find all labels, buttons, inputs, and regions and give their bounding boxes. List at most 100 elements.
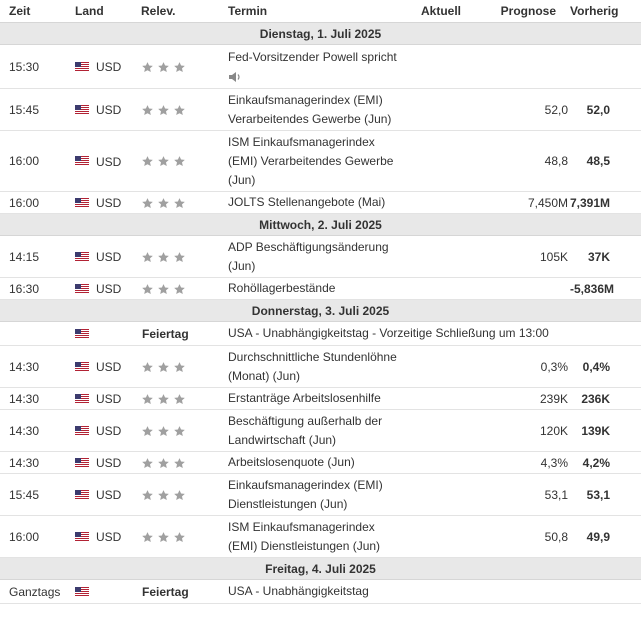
economic-calendar-table: Zeit Land Relev. Termin Aktuell Prognose… bbox=[0, 0, 641, 604]
star-icon bbox=[157, 489, 170, 502]
star-icon bbox=[173, 393, 186, 406]
event-name[interactable]: Einkaufsmanagerindex (EMI) Dienstleistung… bbox=[228, 473, 419, 516]
event-name[interactable]: ISM Einkaufsmanagerindex (EMI) Dienstleis… bbox=[228, 515, 419, 558]
event-name-line: (Jun) bbox=[228, 172, 256, 187]
star-icon bbox=[157, 251, 170, 264]
event-row[interactable]: Feiertag USA - Unabhängigkeitstag - Vorze… bbox=[0, 321, 641, 346]
relevance-stars bbox=[141, 345, 228, 388]
star-icon bbox=[173, 425, 186, 438]
col-header-previous[interactable]: Vorherig bbox=[570, 0, 641, 23]
event-name[interactable]: Arbeitslosenquote (Jun) bbox=[228, 451, 419, 474]
event-name[interactable]: Rohöllagerbestände bbox=[228, 277, 419, 300]
event-row[interactable]: 16:30 USD Rohöllagerbestände -5,836M bbox=[0, 277, 641, 300]
relevance-stars bbox=[141, 44, 228, 89]
event-time: Ganztags bbox=[0, 579, 75, 604]
currency-code: USD bbox=[96, 59, 122, 74]
event-name-line: Landwirtschaft (Jun) bbox=[228, 432, 337, 447]
event-name-line: USA - Unabhängigkeitstag - Vorzeitige Sc… bbox=[228, 326, 549, 340]
event-time: 15:30 bbox=[0, 44, 75, 89]
event-name-line: Durchschnittliche Stundenlöhne bbox=[228, 349, 397, 364]
us-flag-icon bbox=[75, 457, 89, 468]
star-icon bbox=[141, 393, 154, 406]
col-header-actual[interactable]: Aktuell bbox=[419, 0, 461, 23]
event-name[interactable]: ISM Einkaufsmanagerindex (EMI) Verarbeite… bbox=[228, 130, 419, 192]
event-name-line: Rohöllagerbestände bbox=[228, 281, 336, 295]
event-row[interactable]: Ganztags Feiertag USA - Unabhängigkeitstag bbox=[0, 579, 641, 604]
event-name-line: Fed-Vorsitzender Powell spricht bbox=[228, 49, 397, 64]
event-name[interactable]: Beschäftigung außerhalb der Landwirtschaf… bbox=[228, 409, 419, 452]
relevance-stars bbox=[141, 130, 228, 192]
currency-code: USD bbox=[96, 359, 122, 374]
event-row[interactable]: 14:30 USD Arbeitslosenquote (Jun) 4,3% 4,2% bbox=[0, 451, 641, 474]
event-name[interactable]: ADP Beschäftigungsänderung (Jun) bbox=[228, 235, 419, 278]
holiday-label: Feiertag bbox=[141, 321, 228, 346]
event-name-line: (EMI) Dienstleistungen (Jun) bbox=[228, 538, 381, 553]
event-row[interactable]: 14:15 USD ADP Beschäftigungsänderung (Jun) 1… bbox=[0, 235, 641, 278]
event-row[interactable]: 14:30 USD Beschäftigung außerhalb der Landw… bbox=[0, 409, 641, 452]
day-label: Freitag, 4. Juli 2025 bbox=[0, 557, 641, 580]
col-header-time[interactable]: Zeit bbox=[0, 0, 75, 23]
event-row[interactable]: 15:45 USD Einkaufsmanagerindex (EMI) Verarb… bbox=[0, 88, 641, 131]
event-row[interactable]: 14:30 USD Durchschnittliche Stundenlöhne (M… bbox=[0, 345, 641, 388]
us-flag-icon bbox=[75, 155, 89, 167]
star-icon bbox=[157, 197, 170, 210]
event-name[interactable]: JOLTS Stellenangebote (Mai) bbox=[228, 191, 419, 214]
event-name-line: Dienstleistungen (Jun) bbox=[228, 496, 348, 511]
previous-value: 49,9 bbox=[570, 515, 641, 558]
previous-value: 48,5 bbox=[570, 130, 641, 192]
event-country: USD bbox=[75, 515, 141, 558]
star-icon bbox=[157, 393, 170, 406]
star-icon bbox=[173, 155, 186, 168]
event-time: 15:45 bbox=[0, 473, 75, 516]
star-icon bbox=[157, 104, 170, 117]
event-row[interactable]: 16:00 USD ISM Einkaufsmanagerindex (EMI) Ve… bbox=[0, 130, 641, 192]
event-name[interactable]: Einkaufsmanagerindex (EMI) Verarbeitendes… bbox=[228, 88, 419, 131]
us-flag-icon bbox=[75, 61, 89, 72]
col-header-relevance[interactable]: Relev. bbox=[141, 0, 228, 23]
relevance-stars-group bbox=[141, 283, 186, 296]
us-flag-icon bbox=[75, 489, 89, 500]
actual-value bbox=[419, 44, 461, 89]
event-name[interactable]: Fed-Vorsitzender Powell spricht bbox=[228, 44, 419, 89]
event-row[interactable]: 16:00 USD JOLTS Stellenangebote (Mai) 7,450… bbox=[0, 191, 641, 214]
event-name[interactable]: USA - Unabhängigkeitstag - Vorzeitige Sc… bbox=[228, 321, 641, 346]
star-icon bbox=[173, 361, 186, 374]
us-flag-icon bbox=[75, 197, 89, 208]
actual-value bbox=[419, 130, 461, 192]
star-icon bbox=[141, 425, 154, 438]
col-header-country[interactable]: Land bbox=[75, 0, 141, 23]
forecast-value: 120K bbox=[461, 409, 570, 452]
forecast-value: 105K bbox=[461, 235, 570, 278]
star-icon bbox=[141, 197, 154, 210]
previous-value: 52,0 bbox=[570, 88, 641, 131]
previous-value bbox=[570, 44, 641, 89]
event-country bbox=[75, 579, 141, 604]
event-name-line: Arbeitslosenquote (Jun) bbox=[228, 455, 355, 469]
actual-value bbox=[419, 88, 461, 131]
currency-code: USD bbox=[96, 154, 122, 169]
event-name-line: Erstanträge Arbeitslosenhilfe bbox=[228, 391, 381, 405]
col-header-forecast[interactable]: Prognose bbox=[461, 0, 570, 23]
previous-value: 139K bbox=[570, 409, 641, 452]
event-name[interactable]: USA - Unabhängigkeitstag bbox=[228, 579, 641, 604]
relevance-stars bbox=[141, 191, 228, 214]
event-name-line: (EMI) Verarbeitendes Gewerbe bbox=[228, 153, 394, 168]
relevance-stars-group bbox=[141, 61, 186, 74]
event-name[interactable]: Durchschnittliche Stundenlöhne (Monat) (J… bbox=[228, 345, 419, 388]
event-time: 16:30 bbox=[0, 277, 75, 300]
event-row[interactable]: 15:30 USD Fed-Vorsitzender Powell spricht bbox=[0, 44, 641, 89]
holiday-label: Feiertag bbox=[141, 579, 228, 604]
star-icon bbox=[157, 283, 170, 296]
star-icon bbox=[141, 531, 154, 544]
relevance-stars bbox=[141, 451, 228, 474]
col-header-event[interactable]: Termin bbox=[228, 0, 419, 23]
day-label: Mittwoch, 2. Juli 2025 bbox=[0, 213, 641, 236]
relevance-stars-group bbox=[141, 251, 186, 264]
relevance-stars-group bbox=[141, 457, 186, 470]
event-row[interactable]: 16:00 USD ISM Einkaufsmanagerindex (EMI) Di… bbox=[0, 515, 641, 558]
event-name-line: Verarbeitendes Gewerbe (Jun) bbox=[228, 111, 392, 126]
event-row[interactable]: 14:30 USD Erstanträge Arbeitslosenhilfe 239… bbox=[0, 387, 641, 410]
event-row[interactable]: 15:45 USD Einkaufsmanagerindex (EMI) Dienst… bbox=[0, 473, 641, 516]
star-icon bbox=[141, 251, 154, 264]
event-name[interactable]: Erstanträge Arbeitslosenhilfe bbox=[228, 387, 419, 410]
